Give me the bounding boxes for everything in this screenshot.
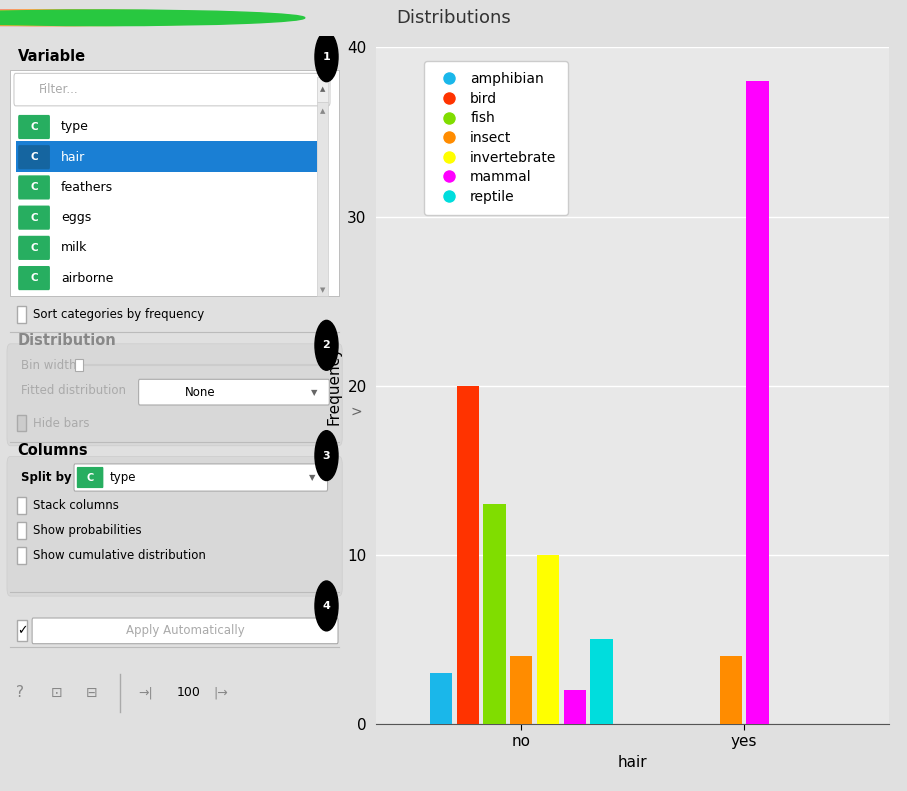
Text: Variable: Variable [17,49,85,64]
FancyBboxPatch shape [18,266,50,290]
Text: ⊟: ⊟ [85,686,97,700]
Text: ✓: ✓ [17,624,27,638]
FancyBboxPatch shape [11,70,338,296]
FancyBboxPatch shape [18,206,50,229]
Text: ▼: ▼ [311,388,317,396]
Bar [17,620,27,642]
Y-axis label: Frequency: Frequency [327,346,342,426]
FancyBboxPatch shape [139,380,329,405]
Text: Show cumulative distribution: Show cumulative distribution [34,549,206,562]
Text: milk: milk [61,241,87,255]
Text: C: C [30,213,38,222]
Text: Distributions: Distributions [396,9,511,27]
Bar [537,554,559,724]
Text: Show probabilities: Show probabilities [34,524,141,537]
Text: C: C [30,122,38,132]
Circle shape [315,320,338,370]
Bar [317,102,328,296]
Text: 4: 4 [323,601,330,611]
Bar [17,498,26,514]
Legend: amphibian, bird, fish, insect, invertebrate, mammal, reptile: amphibian, bird, fish, insect, invertebr… [424,61,568,214]
FancyBboxPatch shape [18,236,50,260]
Text: None: None [185,386,216,399]
FancyBboxPatch shape [14,74,330,106]
Bar [15,142,317,172]
Text: Bin width: Bin width [21,359,76,373]
Text: hair: hair [61,151,85,164]
Text: 1: 1 [323,51,330,62]
Text: Filter...: Filter... [38,83,78,96]
FancyBboxPatch shape [74,464,327,491]
Text: ?: ? [15,685,24,700]
FancyBboxPatch shape [77,467,103,488]
Bar [17,306,26,323]
FancyBboxPatch shape [32,618,338,644]
Text: Fitted distribution: Fitted distribution [21,384,126,397]
Bar [17,414,26,431]
Text: 2: 2 [323,340,330,350]
Text: Hide bars: Hide bars [34,417,90,430]
Text: C: C [30,183,38,192]
Circle shape [0,10,236,25]
Text: type: type [61,120,89,134]
Bar [17,547,26,564]
Text: Sort categories by frequency: Sort categories by frequency [34,308,204,321]
Text: ▼: ▼ [320,287,326,293]
FancyBboxPatch shape [18,115,50,139]
FancyBboxPatch shape [18,145,50,169]
Circle shape [0,10,270,25]
Text: >: > [350,404,362,418]
Text: Distribution: Distribution [17,332,116,347]
Bar [719,657,742,724]
Text: eggs: eggs [61,211,92,224]
Bar [456,385,479,724]
Text: Stack columns: Stack columns [34,499,119,512]
X-axis label: hair: hair [618,755,648,770]
Bar [483,504,505,724]
Text: C: C [86,472,93,483]
FancyBboxPatch shape [7,344,342,446]
Circle shape [0,10,305,25]
Text: |→: |→ [213,687,228,699]
Circle shape [315,430,338,480]
Bar [563,690,586,724]
Text: C: C [30,152,38,162]
Text: ▲: ▲ [320,108,326,114]
Circle shape [315,32,338,81]
Text: Apply Automatically: Apply Automatically [126,624,245,638]
Text: Split by: Split by [21,471,72,484]
Text: 3: 3 [323,451,330,460]
Bar [17,522,26,539]
Text: feathers: feathers [61,181,113,194]
Text: Columns: Columns [17,443,88,458]
Text: C: C [30,243,38,253]
FancyBboxPatch shape [7,456,342,596]
Text: 100: 100 [176,687,200,699]
Text: ▼: ▼ [309,473,316,482]
Bar [590,639,612,724]
Bar [75,359,83,371]
Bar [430,673,453,724]
Bar [746,81,768,724]
Bar [510,657,532,724]
Circle shape [315,581,338,631]
Text: →|: →| [138,687,152,699]
Text: C: C [30,273,38,283]
FancyBboxPatch shape [18,176,50,199]
Text: ⊡: ⊡ [51,686,63,700]
Text: ▲: ▲ [320,86,326,93]
Text: airborne: airborne [61,271,113,285]
Bar [317,78,328,102]
Text: type: type [110,471,136,484]
